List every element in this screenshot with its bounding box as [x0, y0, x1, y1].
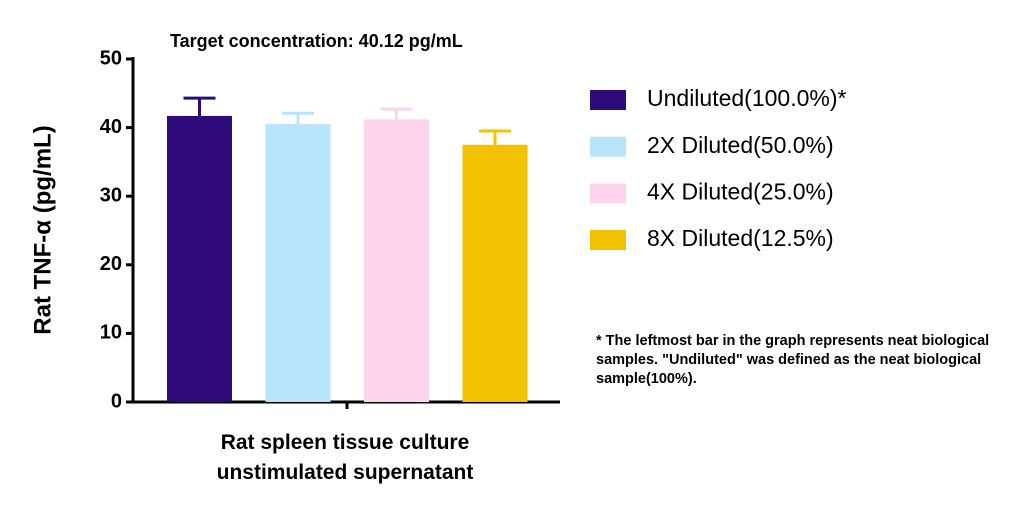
bar: [167, 115, 232, 403]
legend-swatch: [590, 90, 626, 110]
bar: [462, 144, 528, 402]
legend-label: Undiluted(100.0%)*: [647, 85, 847, 111]
bar: [364, 119, 429, 403]
legend-swatch: [590, 230, 626, 251]
legend-swatch: [590, 136, 626, 157]
legend-label: 4X Diluted(25.0%): [647, 178, 834, 204]
legend-swatch: [590, 183, 626, 204]
y-tick-label: 0: [111, 390, 122, 412]
x-category-label: Rat spleen tissue culture unstimulated s…: [216, 431, 474, 484]
legend-label: 2X Diluted(50.0%): [647, 132, 834, 158]
error-bar: [282, 111, 314, 125]
error-bar: [183, 96, 216, 116]
y-tick-label: 40: [100, 116, 122, 138]
y-tick-label: 10: [100, 322, 122, 344]
bar: [265, 124, 331, 403]
error-bar: [479, 129, 511, 145]
y-tick-label: 20: [100, 253, 122, 275]
legend-label: 8X Diluted(12.5%): [647, 225, 834, 251]
chart-title: Target concentration: 40.12 pg/mL: [170, 31, 463, 51]
y-axis-label: Rat TNF-α (pg/mL): [29, 125, 56, 334]
footnote: * The leftmost bar in the graph represen…: [596, 333, 990, 387]
error-bar: [380, 107, 413, 120]
y-tick-label: 30: [100, 184, 122, 206]
y-tick-label: 50: [100, 47, 122, 69]
